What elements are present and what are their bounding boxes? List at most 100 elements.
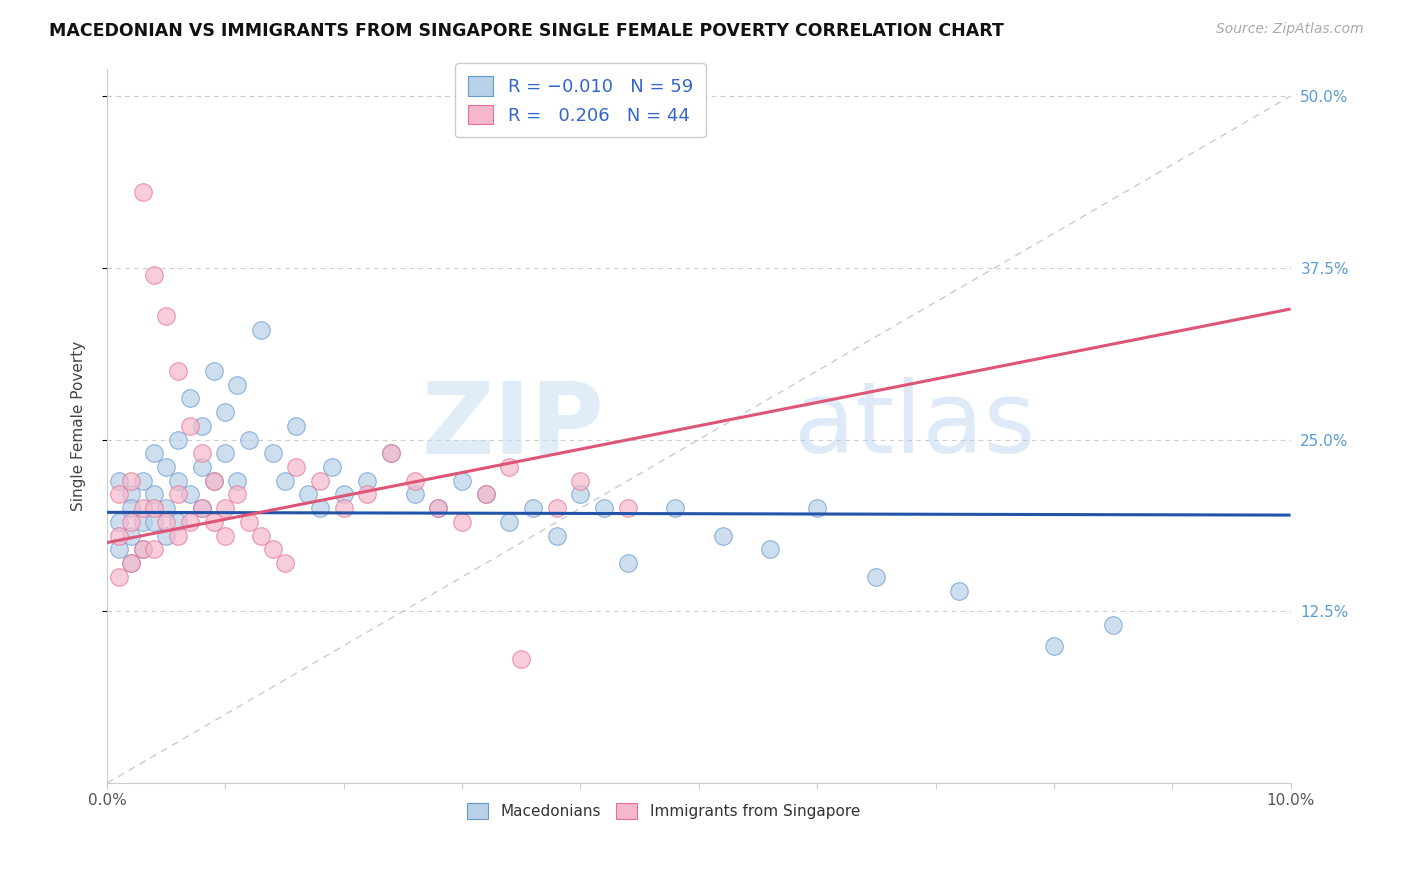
Point xyxy=(202,474,225,488)
Point xyxy=(321,460,343,475)
Point xyxy=(143,446,166,460)
Point xyxy=(120,474,142,488)
Point xyxy=(131,542,153,557)
Point xyxy=(451,474,474,488)
Point xyxy=(569,487,592,501)
Point xyxy=(356,487,378,501)
Point xyxy=(155,501,177,516)
Y-axis label: Single Female Poverty: Single Female Poverty xyxy=(72,341,86,511)
Point xyxy=(380,446,402,460)
Legend: Macedonians, Immigrants from Singapore: Macedonians, Immigrants from Singapore xyxy=(461,797,866,825)
Point xyxy=(190,418,212,433)
Point xyxy=(155,309,177,323)
Point xyxy=(273,556,295,570)
Point xyxy=(214,446,236,460)
Point xyxy=(214,529,236,543)
Point xyxy=(120,515,142,529)
Point xyxy=(131,515,153,529)
Point xyxy=(617,501,640,516)
Point xyxy=(569,474,592,488)
Point xyxy=(108,487,131,501)
Point xyxy=(167,529,190,543)
Point xyxy=(143,515,166,529)
Point xyxy=(250,323,273,337)
Point xyxy=(143,487,166,501)
Point xyxy=(155,529,177,543)
Point xyxy=(226,474,249,488)
Point xyxy=(297,487,319,501)
Point xyxy=(167,364,190,378)
Point xyxy=(190,446,212,460)
Point xyxy=(593,501,616,516)
Point xyxy=(711,529,734,543)
Point xyxy=(522,501,544,516)
Point xyxy=(238,515,260,529)
Point xyxy=(250,529,273,543)
Point xyxy=(309,474,332,488)
Point xyxy=(202,474,225,488)
Point xyxy=(226,487,249,501)
Text: atlas: atlas xyxy=(793,377,1035,475)
Point xyxy=(309,501,332,516)
Point xyxy=(1102,618,1125,632)
Point xyxy=(143,268,166,282)
Point xyxy=(131,474,153,488)
Point xyxy=(948,583,970,598)
Point xyxy=(167,515,190,529)
Point xyxy=(273,474,295,488)
Point xyxy=(120,556,142,570)
Point xyxy=(179,418,201,433)
Point xyxy=(108,474,131,488)
Point xyxy=(404,487,426,501)
Point xyxy=(475,487,498,501)
Point xyxy=(179,392,201,406)
Point xyxy=(1043,639,1066,653)
Point xyxy=(427,501,450,516)
Point xyxy=(475,487,498,501)
Text: ZIP: ZIP xyxy=(422,377,605,475)
Point xyxy=(759,542,782,557)
Point xyxy=(865,570,887,584)
Point xyxy=(108,515,131,529)
Point xyxy=(333,487,356,501)
Point xyxy=(451,515,474,529)
Point xyxy=(214,405,236,419)
Point xyxy=(404,474,426,488)
Point xyxy=(546,529,568,543)
Point xyxy=(226,377,249,392)
Point xyxy=(664,501,686,516)
Point xyxy=(155,515,177,529)
Point xyxy=(617,556,640,570)
Point xyxy=(131,185,153,199)
Point xyxy=(108,570,131,584)
Point xyxy=(131,542,153,557)
Point xyxy=(427,501,450,516)
Point xyxy=(510,652,533,666)
Point xyxy=(202,515,225,529)
Point xyxy=(333,501,356,516)
Point xyxy=(120,501,142,516)
Point xyxy=(179,487,201,501)
Text: MACEDONIAN VS IMMIGRANTS FROM SINGAPORE SINGLE FEMALE POVERTY CORRELATION CHART: MACEDONIAN VS IMMIGRANTS FROM SINGAPORE … xyxy=(49,22,1004,40)
Point xyxy=(190,460,212,475)
Point xyxy=(131,501,153,516)
Point xyxy=(380,446,402,460)
Point xyxy=(202,364,225,378)
Point xyxy=(190,501,212,516)
Point xyxy=(546,501,568,516)
Point xyxy=(179,515,201,529)
Point xyxy=(167,433,190,447)
Point xyxy=(120,556,142,570)
Point xyxy=(167,474,190,488)
Point xyxy=(143,542,166,557)
Point xyxy=(108,529,131,543)
Point xyxy=(214,501,236,516)
Point xyxy=(155,460,177,475)
Point xyxy=(498,460,520,475)
Point xyxy=(285,418,308,433)
Point xyxy=(285,460,308,475)
Point xyxy=(356,474,378,488)
Text: Source: ZipAtlas.com: Source: ZipAtlas.com xyxy=(1216,22,1364,37)
Point xyxy=(120,529,142,543)
Point xyxy=(238,433,260,447)
